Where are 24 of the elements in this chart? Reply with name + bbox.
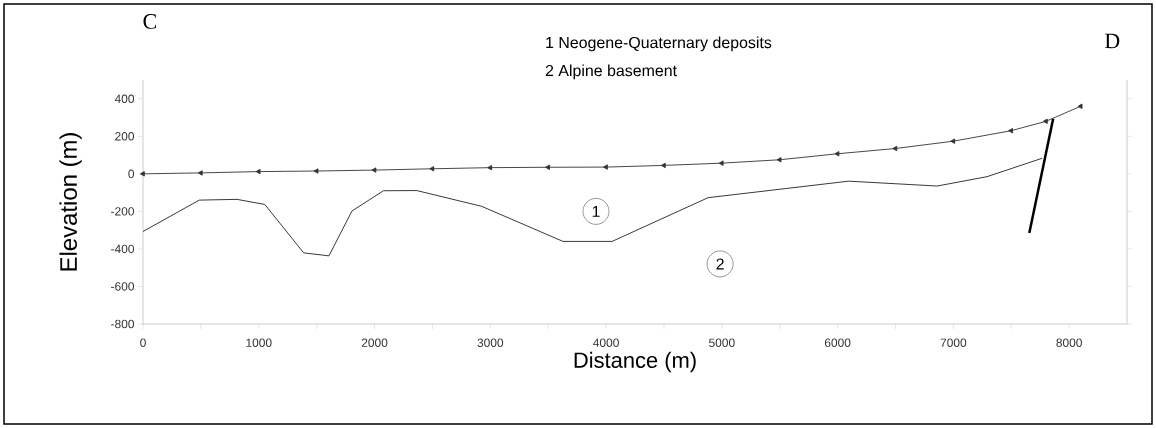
- y-axis-title: Elevation (m): [59, 133, 82, 271]
- text: D: [1104, 33, 1120, 49]
- y-tick-label: -600: [111, 282, 135, 291]
- x-tick-label: 4000: [593, 338, 619, 347]
- text: 1 Neogene-Quaternary deposits: [546, 36, 772, 52]
- y-tick-label: 400: [114, 94, 135, 103]
- x-tick-label: 3000: [477, 338, 504, 347]
- y-tick-label: 200: [115, 132, 135, 141]
- y-tick-label: -200: [111, 207, 135, 216]
- x-tick-label: 0: [140, 338, 146, 347]
- x-tick-label: 2000: [361, 338, 388, 347]
- x-tick-label: 1000: [246, 338, 272, 347]
- x-tick-label: 7000: [940, 338, 967, 347]
- text: 2 Alpine basement: [545, 64, 677, 80]
- x-axis-title: Distance (m): [574, 351, 696, 373]
- x-tick-label: 6000: [824, 338, 851, 347]
- y-tick-label: -400: [111, 244, 135, 254]
- x-tick-label: 8000: [1056, 338, 1082, 347]
- x-tick-label: 5000: [709, 338, 735, 347]
- y-tick-label: 0: [128, 169, 135, 179]
- text: C: [143, 14, 156, 29]
- annotation: 1: [592, 205, 600, 217]
- y-tick-label: -800: [111, 319, 135, 329]
- annotation: 2: [716, 258, 724, 270]
